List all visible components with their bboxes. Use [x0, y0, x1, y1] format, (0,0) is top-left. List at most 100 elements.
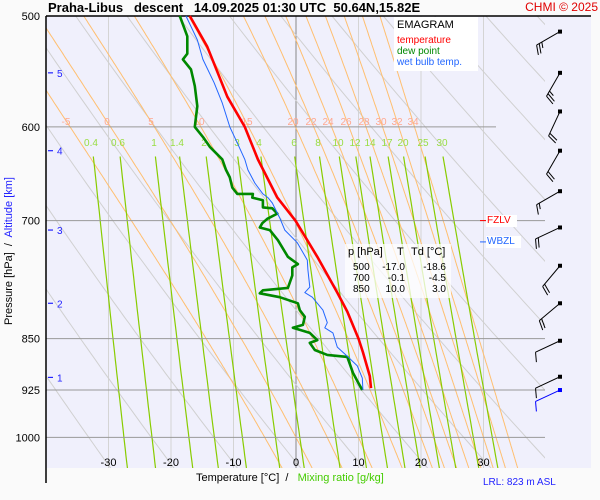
wind-barb-station-dot — [558, 301, 562, 306]
temperature-tick-label: 30 — [477, 457, 489, 469]
moist-adiabat-line — [46, 89, 283, 468]
table-cell: 850 — [353, 284, 370, 295]
mixing-ratio-label: 20 — [397, 138, 409, 149]
dry-adiabat-line — [280, 16, 545, 326]
x-axis-title: Temperature [°C] / Mixing ratio [g/kg] — [196, 472, 384, 484]
dry-adiabat-line — [46, 124, 302, 468]
y-axis-separator: / — [3, 243, 15, 247]
pressure-tick-label: 500 — [22, 11, 40, 23]
lrl-label: LRL: 823 m ASL — [483, 477, 556, 488]
mixing-ratio-label: 14 — [364, 138, 376, 149]
wind-barb — [536, 29, 562, 56]
mixing-ratio-label: 6 — [291, 138, 297, 149]
altitude-tick-label: 2 — [57, 299, 63, 310]
moist-adiabat-label: 22 — [305, 117, 317, 128]
wind-barb-station-dot — [558, 225, 562, 230]
wind-barb — [535, 388, 562, 412]
mixing-ratio-line — [205, 156, 248, 468]
moist-adiabat-label: 0 — [104, 117, 110, 128]
moist-adiabat-label: 28 — [358, 117, 370, 128]
mixing-ratio-line — [442, 156, 499, 468]
pressure-tick-label: 850 — [22, 334, 40, 346]
wind-barb — [546, 148, 562, 183]
mixing-ratio-label: 1 — [151, 138, 157, 149]
moist-adiabat-line — [379, 16, 519, 468]
thermo-grid — [46, 16, 545, 468]
altitude-tick-label: 5 — [57, 69, 63, 80]
wind-barb — [538, 301, 562, 331]
moist-adiabat-label: 5 — [148, 117, 154, 128]
y-axis-title: Pressure [hPa] / Altitude [km] — [3, 146, 15, 356]
legend-temperature: temperature — [397, 35, 451, 46]
moist-adiabat-line — [83, 16, 343, 468]
y-axis-pressure-label: Pressure [hPa] — [3, 252, 15, 325]
wind-barb-station-dot — [558, 338, 562, 343]
freezing-level-label: FZLV — [486, 215, 517, 227]
table-header-p: p [hPa] — [348, 246, 383, 258]
moist-adiabat-label: 26 — [340, 117, 352, 128]
mixing-ratio-label: 12 — [349, 138, 361, 149]
wind-barb-station-dot — [558, 388, 562, 393]
moist-adiabat-label: 15 — [241, 117, 253, 128]
temperature-tick-label: -30 — [101, 457, 117, 469]
mixing-ratio-label: 4 — [256, 138, 262, 149]
mixing-ratio-label: 2 — [201, 138, 207, 149]
copyright: CHMI © 2025 — [525, 0, 598, 14]
legend: EMAGRAM temperature dew point wet bulb t… — [394, 17, 478, 71]
wind-barb-station-dot — [558, 374, 562, 379]
temperature-tick-label: -20 — [163, 457, 179, 469]
pressure-tick-label: 600 — [22, 122, 40, 134]
mixing-ratio-label: 10 — [332, 138, 344, 149]
table-cell: -18.6 — [423, 262, 446, 273]
moist-adiabat-label: 32 — [391, 117, 403, 128]
dry-adiabat-line — [331, 16, 545, 263]
temperature-tick-label: 10 — [352, 457, 364, 469]
wind-barb — [546, 70, 562, 105]
altitude-tick-label: 3 — [57, 226, 63, 237]
moist-adiabat-line — [187, 16, 403, 468]
table-header-t: T — [397, 246, 404, 258]
legend-title: EMAGRAM — [397, 19, 454, 31]
wind-barb — [548, 109, 562, 144]
table-cell: 3.0 — [432, 284, 446, 295]
table-cell: -4.5 — [428, 273, 446, 284]
temperature-tick-label: 20 — [415, 457, 427, 469]
table-cell: -0.1 — [387, 273, 405, 284]
table-cell: 700 — [353, 273, 370, 284]
summary-table: p [hPa] T Td [°C] 500 -17.0 -18.6 700 -0… — [345, 244, 451, 298]
wind-barb — [535, 374, 562, 399]
wind-barb-station-dot — [558, 109, 562, 114]
moist-adiabat-label: 24 — [322, 117, 334, 128]
x-axis-temperature-label: Temperature [°C] — [196, 472, 280, 484]
moist-adiabat-label: 34 — [407, 117, 419, 128]
mixing-ratio-label: 8 — [315, 138, 321, 149]
mixing-ratio-line — [179, 156, 219, 468]
legend-dew-point: dew point — [397, 46, 440, 57]
wet-bulb-zero-label: WBZL — [486, 236, 521, 248]
x-axis-separator: / — [285, 472, 289, 484]
mixing-ratio-label: 0.4 — [84, 138, 98, 149]
mixing-ratio-line — [355, 156, 406, 468]
dry-adiabat-line — [46, 46, 365, 468]
mixing-ratio-line — [369, 156, 421, 468]
wind-barb-station-dot — [558, 29, 562, 34]
temperature-tick-label: 0 — [293, 457, 299, 469]
mixing-ratio-line — [294, 156, 341, 468]
y-axis-altitude-label: Altitude [km] — [3, 177, 15, 238]
moist-adiabat-line — [46, 26, 313, 468]
dew-point-line — [178, 15, 364, 391]
table-header-td: Td [°C] — [411, 246, 446, 258]
wind-barb-station-dot — [558, 263, 562, 268]
mixing-ratio-line — [424, 156, 480, 468]
dry-adiabat-line — [46, 288, 175, 468]
moist-adiabat-label: -5 — [62, 117, 71, 128]
dry-adiabat-line — [433, 16, 545, 141]
temperature-tick-label: -10 — [226, 457, 242, 469]
mixing-ratio-label: 1.4 — [170, 138, 184, 149]
mixing-ratio-line — [318, 156, 368, 468]
dry-adiabat-line — [46, 374, 112, 468]
table-cell: -17.0 — [382, 262, 405, 273]
mixing-ratio-line — [154, 156, 194, 468]
wind-barb-station-dot — [558, 189, 562, 194]
